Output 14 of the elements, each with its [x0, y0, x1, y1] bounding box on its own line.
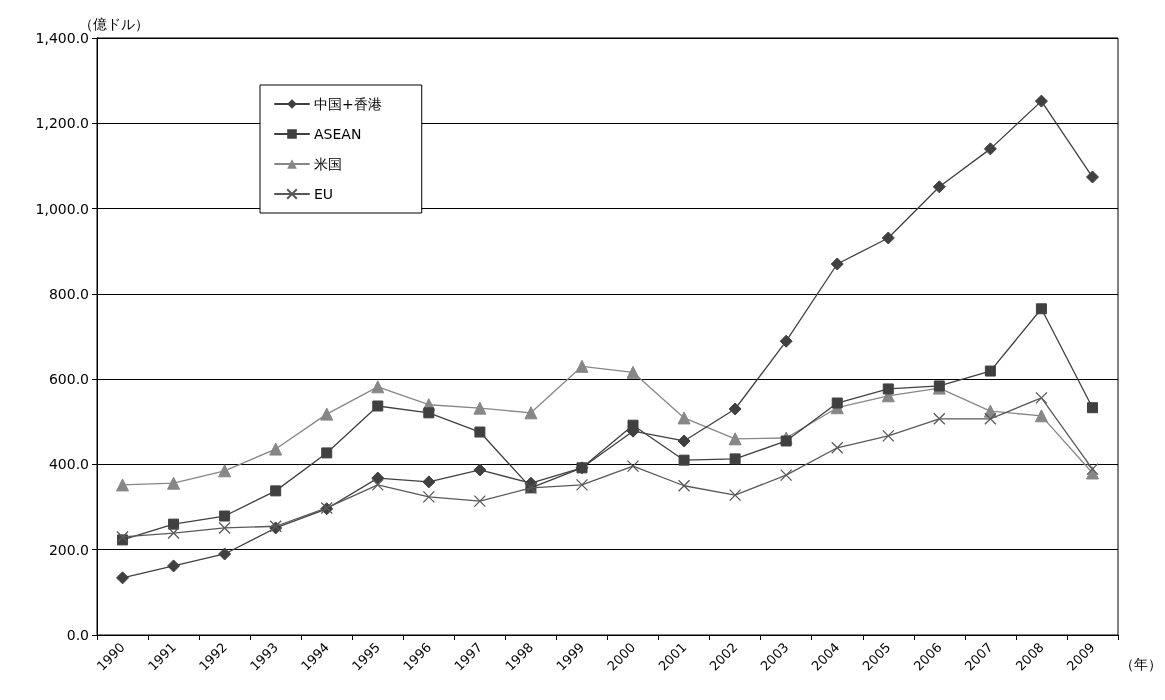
y-tick-label: 400.0	[48, 456, 89, 473]
legend-label: 中国+香港	[314, 96, 382, 112]
y-tick-label: 200.0	[48, 541, 89, 558]
y-tick-label: 1,400.0	[35, 30, 89, 46]
legend-label: EU	[314, 186, 334, 202]
legend-label: 米国	[314, 156, 342, 172]
y-tick-label: 1,200.0	[35, 115, 89, 132]
y-tick-label: 1,000.0	[35, 200, 89, 217]
y-tick-label: 0.0	[66, 627, 89, 643]
y-tick-label: 800.0	[48, 285, 89, 302]
legend-label: ASEAN	[314, 126, 362, 142]
x-axis-title: （年）	[1120, 656, 1162, 672]
y-axis-title: （億ドル）	[79, 16, 149, 33]
y-tick-label: 600.0	[48, 371, 89, 388]
